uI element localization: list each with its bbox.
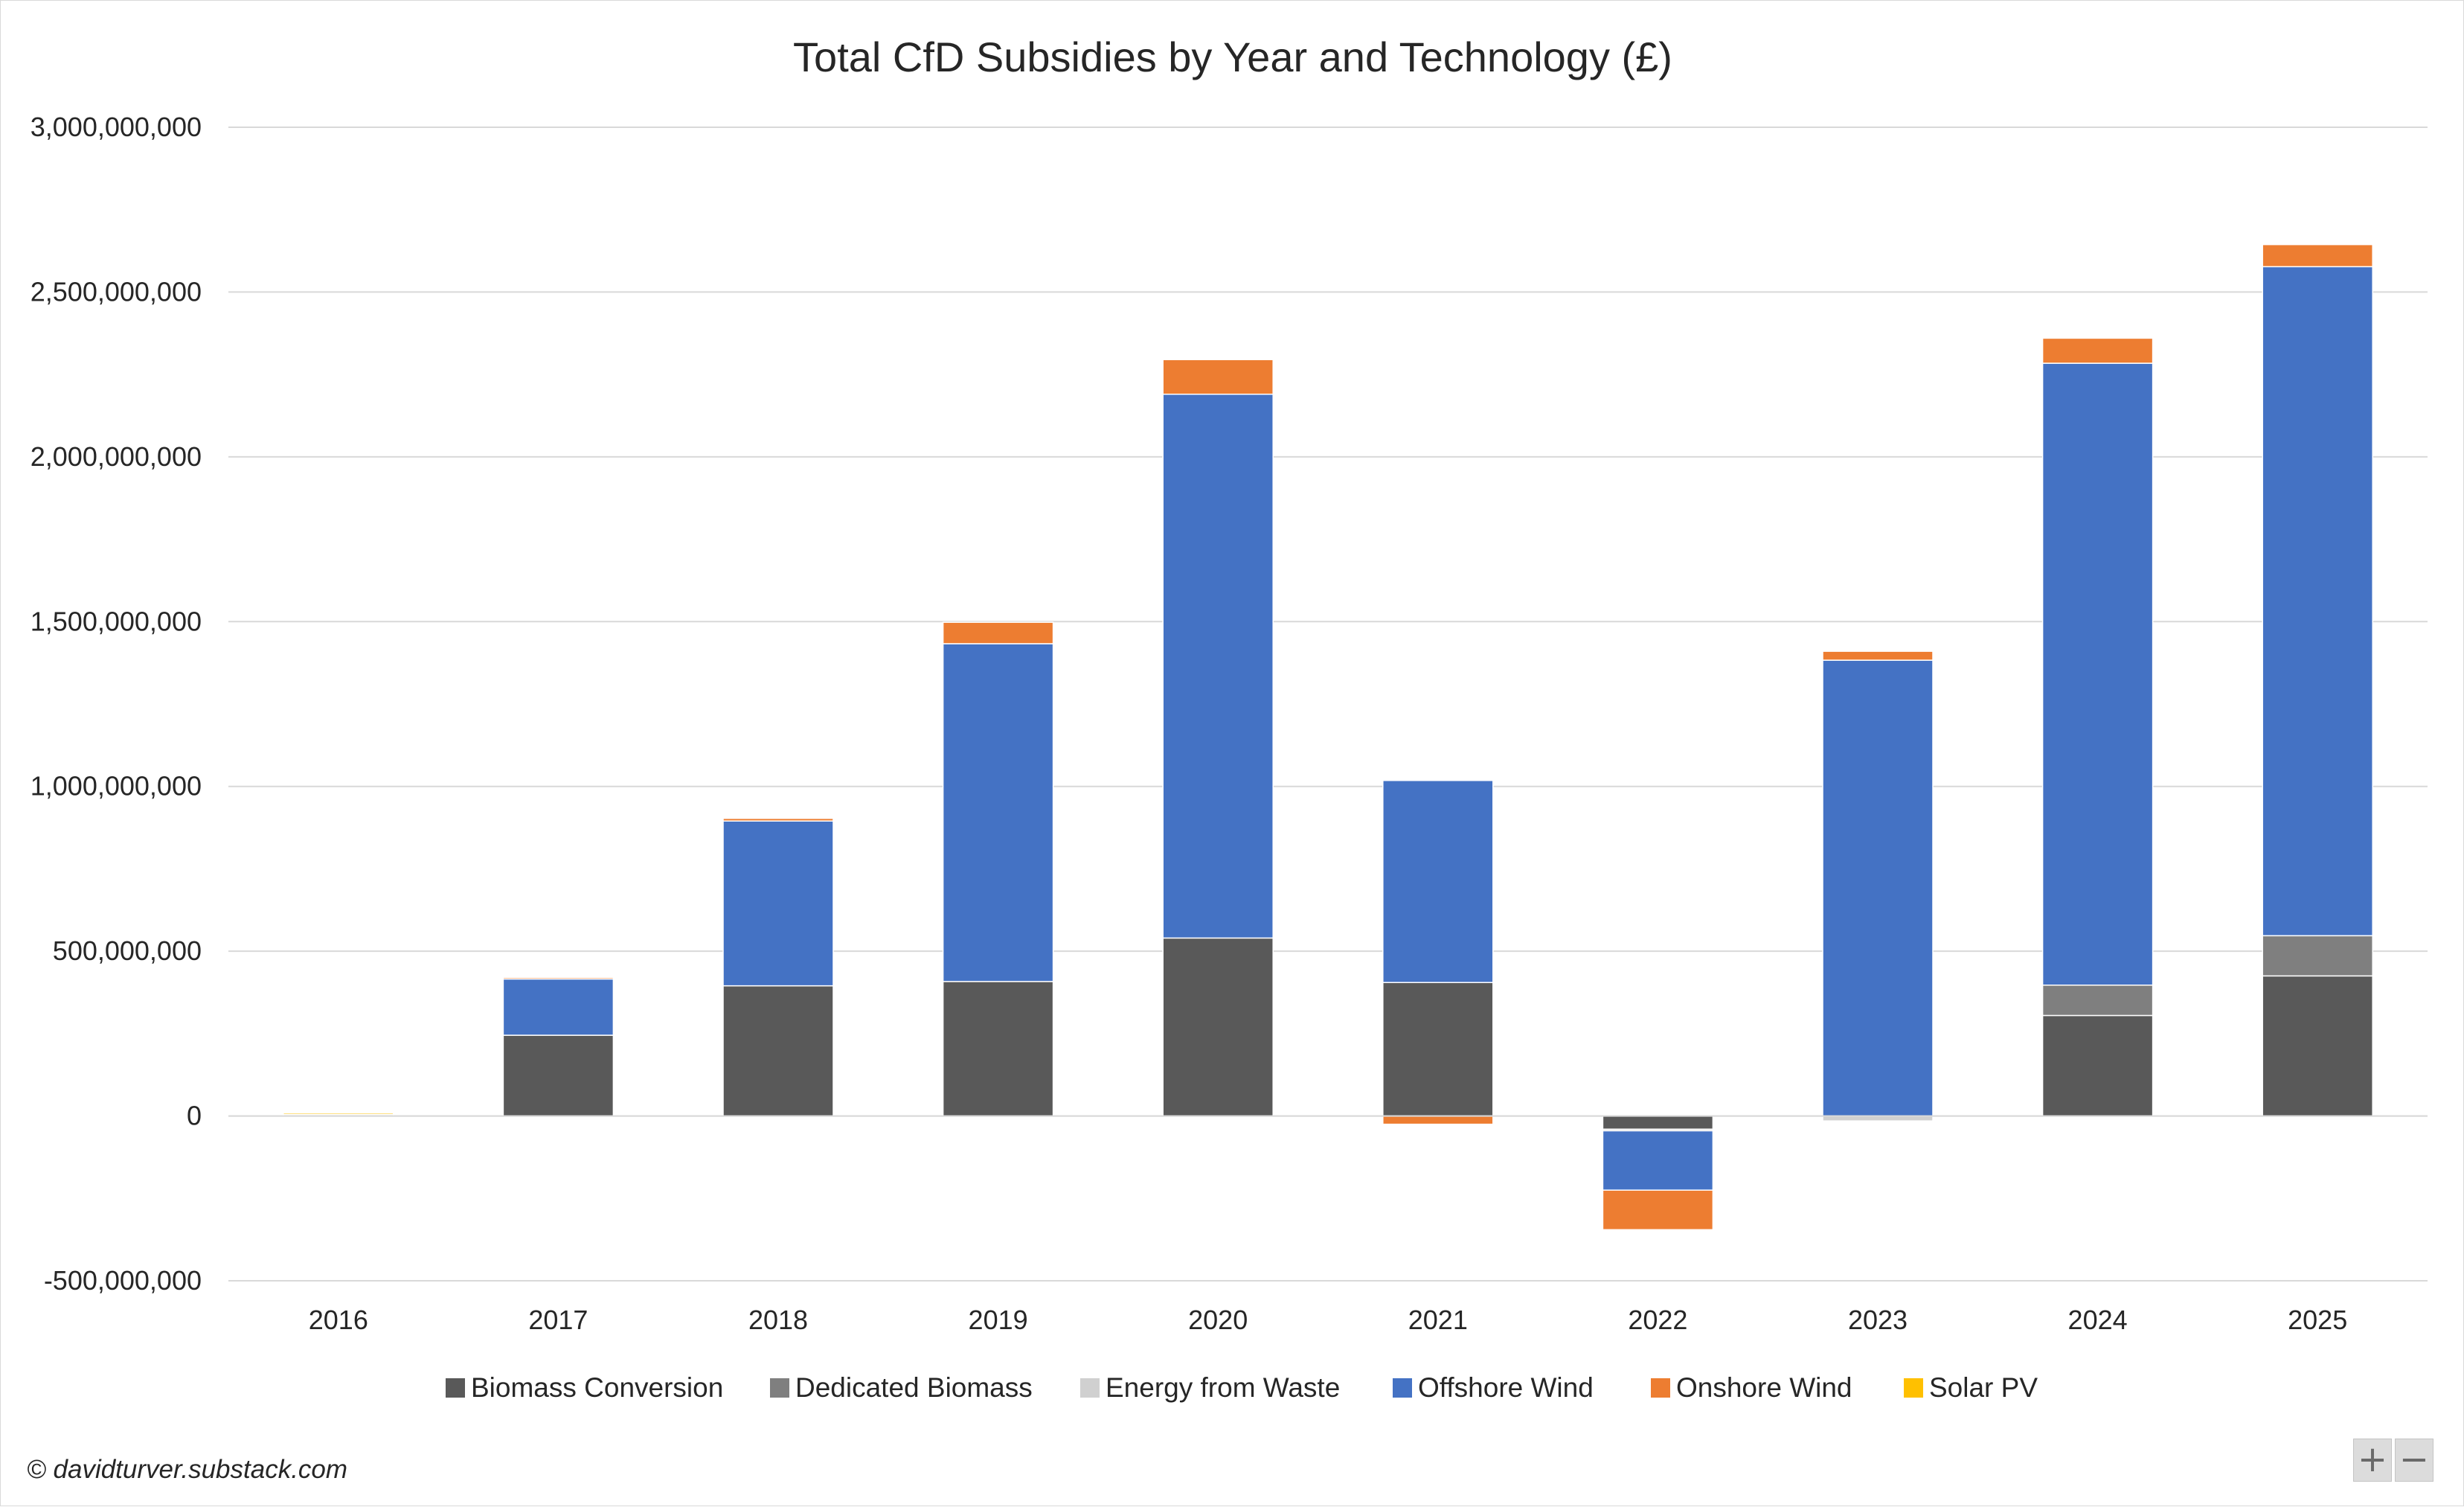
bars bbox=[228, 243, 2428, 1231]
credit-text: © davidturver.substack.com bbox=[27, 1455, 348, 1484]
x-tick-label: 2024 bbox=[2068, 1305, 2128, 1335]
x-tick-label: 2017 bbox=[528, 1305, 588, 1335]
bar-segment bbox=[1162, 937, 1274, 1117]
y-axis-tick-labels: -500,000,000 0 500,000,000 1,000,000,000 1,5… bbox=[31, 112, 202, 1296]
bar-segment bbox=[1382, 1115, 1494, 1125]
y-tick-label: 1,000,000,000 bbox=[31, 771, 202, 802]
legend-swatch bbox=[1904, 1378, 1923, 1398]
x-tick-label: 2019 bbox=[969, 1305, 1028, 1335]
y-tick-label: 1,500,000,000 bbox=[31, 606, 202, 636]
bar-segment bbox=[942, 981, 1054, 1117]
bar-segment bbox=[1602, 1189, 1714, 1231]
bar-segment bbox=[2041, 337, 2154, 364]
x-tick-label: 2021 bbox=[1408, 1305, 1468, 1335]
bar-segment bbox=[2262, 266, 2373, 937]
legend-swatch bbox=[446, 1378, 465, 1398]
x-tick-label: 2018 bbox=[748, 1305, 808, 1335]
bar-segment bbox=[1382, 779, 1494, 983]
x-tick-label: 2016 bbox=[309, 1305, 368, 1335]
bar-segment bbox=[283, 1112, 394, 1116]
bar-segment bbox=[1822, 650, 1934, 661]
legend-swatch bbox=[1393, 1378, 1412, 1398]
legend: Biomass Conversion Dedicated Biomass Energ… bbox=[446, 1372, 2038, 1403]
legend-swatch bbox=[770, 1378, 789, 1398]
bar-segment bbox=[722, 985, 834, 1117]
bar-segment bbox=[2041, 362, 2154, 986]
x-axis-tick-labels: 2016 2017 2018 2019 2020 2021 2022 2023 2024 2025 bbox=[309, 1305, 2347, 1335]
x-tick-label: 2022 bbox=[1628, 1305, 1687, 1335]
legend-label: Solar PV bbox=[1929, 1372, 2038, 1403]
legend-label: Dedicated Biomass bbox=[795, 1372, 1033, 1403]
x-tick-label: 2020 bbox=[1188, 1305, 1248, 1335]
x-tick-label: 2025 bbox=[2288, 1305, 2347, 1335]
x-tick-label: 2023 bbox=[1848, 1305, 1908, 1335]
bar-segment bbox=[942, 643, 1054, 982]
bar-segment bbox=[2041, 1014, 2154, 1117]
bar-segment bbox=[942, 621, 1054, 644]
bar-segment bbox=[1382, 982, 1494, 1117]
y-tick-label: 3,000,000,000 bbox=[31, 112, 202, 142]
legend-label: Biomass Conversion bbox=[471, 1372, 723, 1403]
y-tick-label: -500,000,000 bbox=[44, 1265, 202, 1296]
bar-segment bbox=[502, 976, 615, 980]
bar-segment bbox=[2262, 243, 2373, 268]
legend-swatch bbox=[1651, 1378, 1670, 1398]
bar-segment bbox=[1162, 359, 1274, 395]
legend-label: Offshore Wind bbox=[1418, 1372, 1594, 1403]
zoom-out-button[interactable]: − bbox=[2395, 1439, 2433, 1482]
y-tick-label: 2,000,000,000 bbox=[31, 441, 202, 472]
legend-label: Onshore Wind bbox=[1676, 1372, 1852, 1403]
bar-segment bbox=[1822, 659, 1934, 1117]
y-tick-label: 500,000,000 bbox=[53, 935, 202, 966]
bar-segment bbox=[722, 817, 834, 822]
legend-swatch bbox=[1080, 1378, 1100, 1398]
bar-segment bbox=[502, 1034, 615, 1117]
y-tick-label: 0 bbox=[187, 1101, 202, 1131]
bar-segment bbox=[1602, 1115, 1714, 1130]
bar-segment bbox=[722, 820, 834, 987]
bar-segment bbox=[1602, 1130, 1714, 1191]
y-tick-label: 2,500,000,000 bbox=[31, 276, 202, 307]
chart-title: Total CfD Subsidies by Year and Technolo… bbox=[793, 33, 1672, 80]
legend-label: Energy from Waste bbox=[1106, 1372, 1340, 1403]
zoom-in-button[interactable]: + bbox=[2353, 1439, 2392, 1482]
bar-segment bbox=[2262, 935, 2373, 977]
bar-segment bbox=[2262, 975, 2373, 1117]
bar-segment bbox=[2041, 985, 2154, 1017]
bar-segment bbox=[502, 978, 615, 1036]
bar-segment bbox=[1162, 393, 1274, 939]
